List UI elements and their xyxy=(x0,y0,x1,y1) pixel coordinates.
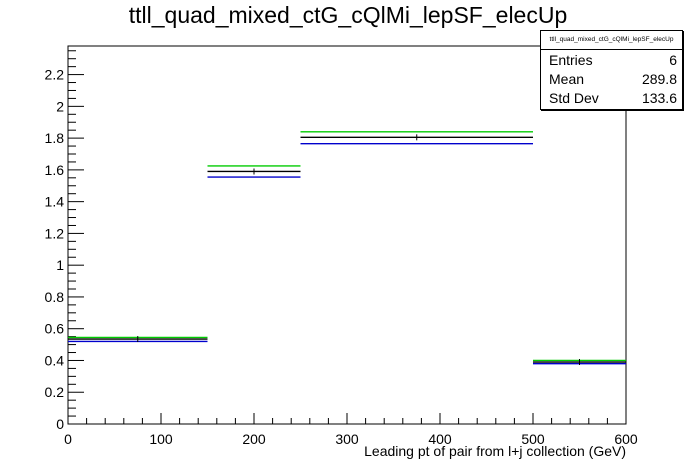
y-tick-label: 2.2 xyxy=(45,67,65,83)
y-tick-label: 0.4 xyxy=(45,352,65,368)
y-tick-label: 0.2 xyxy=(45,384,65,400)
y-tick-label: 0.6 xyxy=(45,321,65,337)
x-tick-label: 400 xyxy=(428,431,452,447)
x-tick-label: 600 xyxy=(614,431,638,447)
stats-box: ttll_quad_mixed_ctG_cQlMi_lepSF_elecUp E… xyxy=(540,30,683,110)
stats-label: Mean xyxy=(549,71,585,87)
stats-label: Std Dev xyxy=(549,90,599,106)
stats-row-entries: Entries 6 xyxy=(541,50,682,69)
stats-box-title: ttll_quad_mixed_ctG_cQlMi_lepSF_elecUp xyxy=(541,31,682,50)
x-tick-label: 500 xyxy=(521,431,545,447)
y-tick-label: 0 xyxy=(56,416,64,432)
y-tick-label: 1 xyxy=(56,257,64,273)
y-tick-label: 1.6 xyxy=(45,162,65,178)
y-tick-label: 2 xyxy=(56,98,64,114)
axis-tick-labels: 0 100 200 300 400 500 600 0 0.2 0.4 0.6 0.8 1 1.2 1.4 1… xyxy=(45,67,638,447)
x-tick-label: 100 xyxy=(149,431,173,447)
y-tick-label: 1.4 xyxy=(45,194,65,210)
x-axis-label: Leading pt of pair from l+j collection (… xyxy=(364,443,626,459)
x-tick-label: 0 xyxy=(64,431,72,447)
y-tick-label: 0.8 xyxy=(45,289,65,305)
histogram-bins xyxy=(68,131,626,366)
x-tick-label: 200 xyxy=(242,431,266,447)
stats-value: 289.8 xyxy=(641,71,677,87)
stats-row-mean: Mean 289.8 xyxy=(541,69,682,88)
x-tick-label: 300 xyxy=(335,431,359,447)
axis-ticks xyxy=(67,50,627,425)
stats-row-stddev: Std Dev 133.6 xyxy=(541,88,682,107)
stats-label: Entries xyxy=(549,52,593,68)
stats-value: 133.6 xyxy=(641,90,677,106)
y-tick-label: 1.8 xyxy=(45,130,65,146)
y-tick-label: 1.2 xyxy=(45,225,65,241)
stats-value: 6 xyxy=(669,52,677,68)
chart-title: ttll_quad_mixed_ctG_cQlMi_lepSF_elecUp xyxy=(128,2,568,28)
